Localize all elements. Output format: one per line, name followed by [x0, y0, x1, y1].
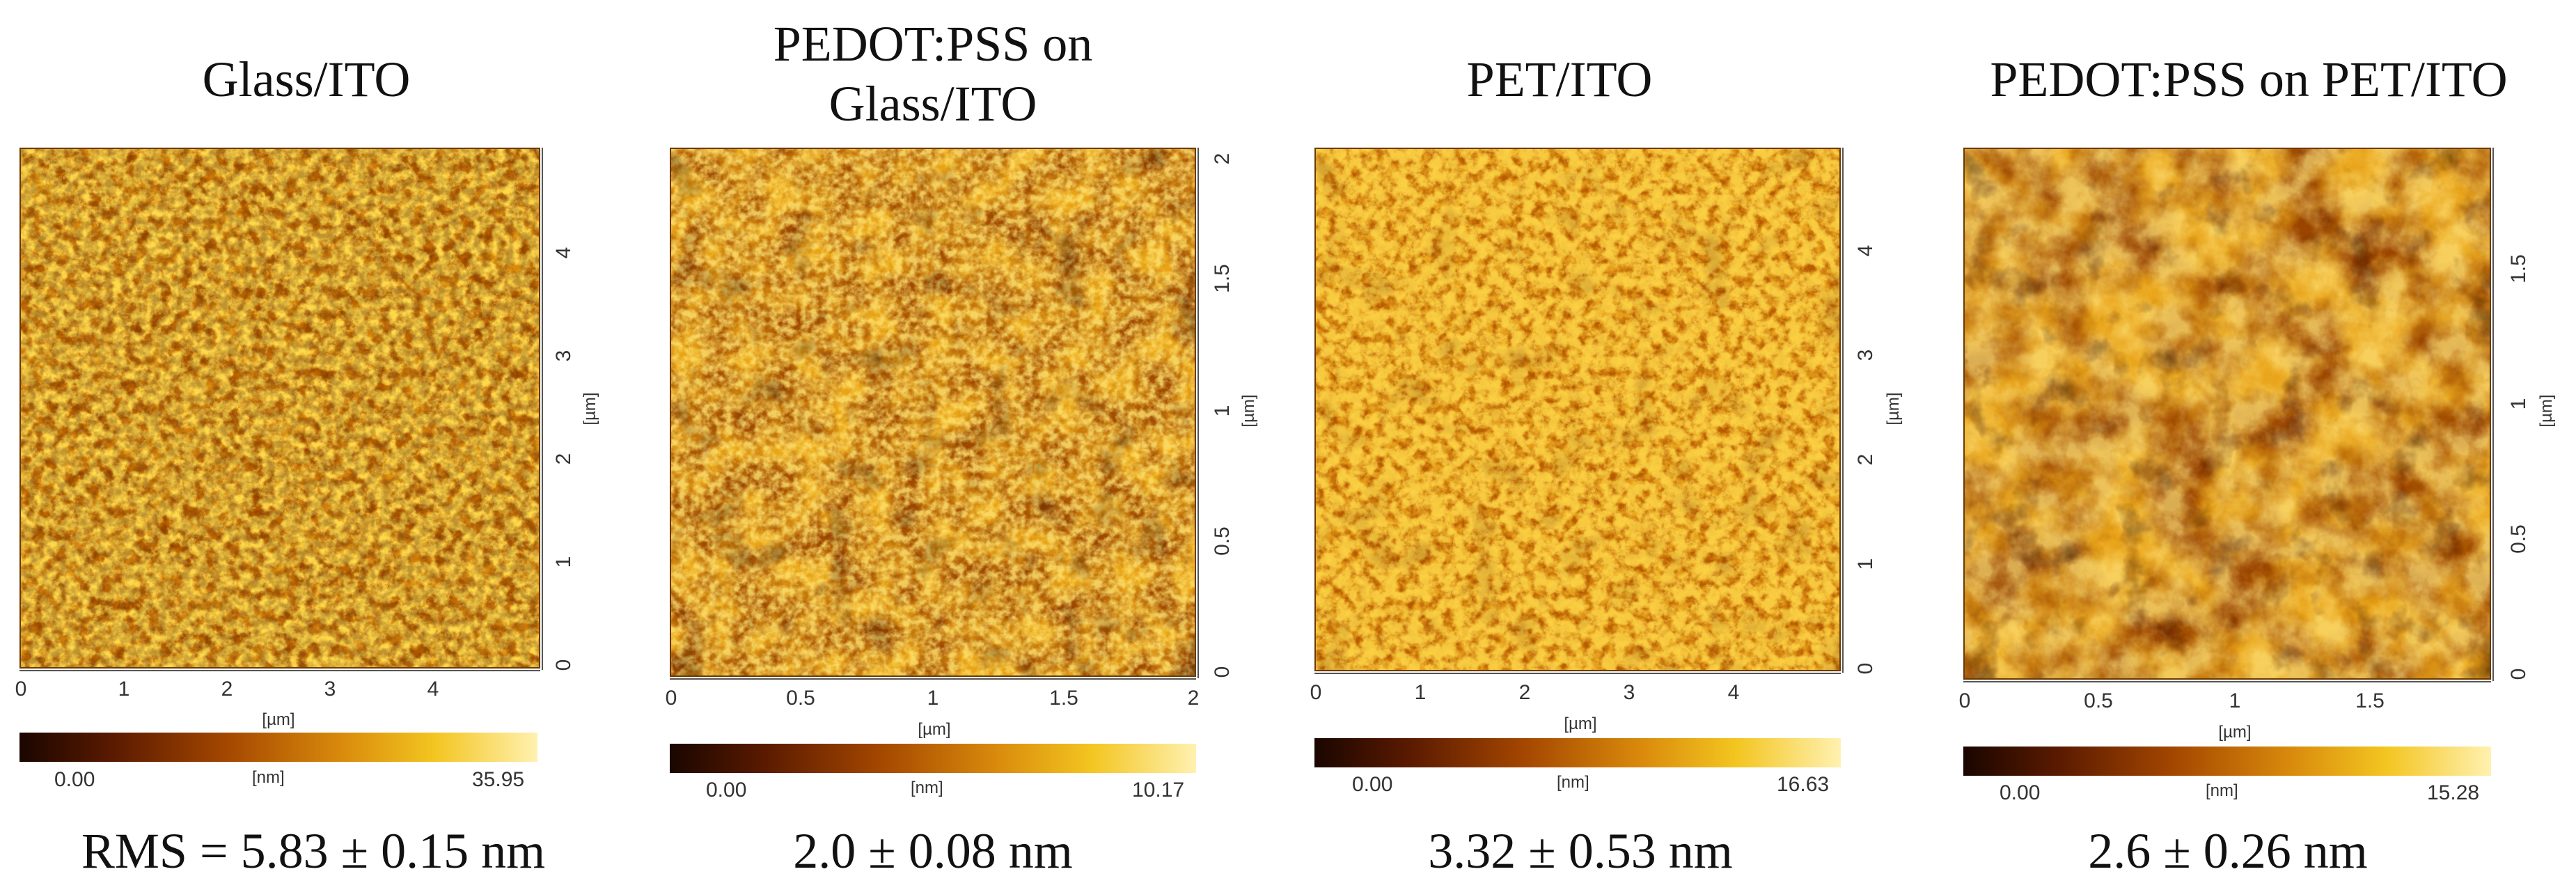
- colorbar-min: 0.00: [2000, 781, 2041, 804]
- x-tick: 1: [1414, 681, 1427, 704]
- x-tick: 0: [665, 687, 677, 710]
- colorbar-unit: [nm]: [2206, 781, 2238, 800]
- y-tick: 1: [2507, 398, 2530, 410]
- y-tick: 4: [1854, 244, 1877, 257]
- x-tick: 4: [427, 678, 439, 701]
- rms-roughness: 2.6 ± 0.26 nm: [2088, 823, 2368, 879]
- y-axis-unit: [µm]: [581, 392, 599, 425]
- x-tick: 0: [1958, 689, 1971, 712]
- colorbar-max: 10.17: [1132, 779, 1185, 802]
- colorbar-min: 0.00: [1352, 773, 1393, 796]
- y-tick: 0: [552, 659, 575, 671]
- panel-title: PEDOT:PSS on PET/ITO: [1990, 52, 2508, 107]
- y-tick: 1: [552, 556, 575, 568]
- x-tick: 1.5: [1049, 687, 1078, 710]
- x-axis-unit: [µm]: [1564, 714, 1597, 733]
- colorbar: [1314, 738, 1841, 767]
- panel-title: PEDOT:PSS on Glass/ITO: [773, 16, 1093, 132]
- y-tick: 1: [1854, 558, 1877, 570]
- y-tick: 3: [552, 350, 575, 362]
- afm-panel-pedot-glass-ito: PEDOT:PSS on Glass/ITO 0 0.5 1 1.5 2 0 0…: [647, 0, 1260, 883]
- y-tick: 0: [1854, 662, 1877, 675]
- x-tick: 0.5: [786, 687, 815, 710]
- x-tick: 2: [1187, 687, 1200, 710]
- afm-topography-image: [19, 148, 540, 669]
- x-tick: 2: [221, 678, 233, 701]
- x-tick: 1: [2229, 689, 2241, 712]
- colorbar-min: 0.00: [706, 779, 747, 802]
- x-tick: 3: [1623, 681, 1635, 704]
- y-tick: 1: [1211, 405, 1234, 417]
- y-tick: 2: [552, 453, 575, 465]
- x-tick: 3: [324, 678, 336, 701]
- afm-topography-image: [1314, 148, 1841, 671]
- afm-panel-pedot-pet-ito: PEDOT:PSS on PET/ITO 0 0.5 1 1.5 0 0.5 1…: [1942, 0, 2569, 883]
- x-axis-unit: [µm]: [262, 710, 295, 729]
- afm-topography-image: [670, 148, 1196, 677]
- panel-title: PET/ITO: [1466, 52, 1653, 107]
- x-tick: 1.5: [2355, 689, 2385, 712]
- y-tick: 0.5: [1211, 526, 1234, 556]
- x-tick: 1: [118, 678, 130, 701]
- y-tick: 1.5: [1211, 264, 1234, 293]
- colorbar-unit: [nm]: [252, 768, 285, 787]
- y-tick: 1.5: [2507, 254, 2530, 283]
- x-tick: 0: [1310, 681, 1322, 704]
- colorbar-max: 15.28: [2427, 781, 2480, 804]
- x-tick: 0: [15, 678, 27, 701]
- y-tick: 2: [1854, 453, 1877, 466]
- colorbar-max: 16.63: [1777, 773, 1830, 796]
- rms-roughness: RMS = 5.83 ± 0.15 nm: [81, 823, 546, 879]
- y-tick: 4: [552, 247, 575, 259]
- y-axis-unit: [µm]: [1239, 394, 1258, 428]
- x-tick: 4: [1727, 681, 1740, 704]
- y-tick: 0: [2507, 668, 2530, 680]
- panel-title: Glass/ITO: [202, 52, 411, 107]
- y-tick: 2: [1211, 153, 1234, 165]
- y-axis-unit: [µm]: [2537, 394, 2556, 428]
- x-tick: 0.5: [2084, 689, 2113, 712]
- afm-panel-glass-ito: Glass/ITO 0 1 2 3 4 0 1 2 3 4 [µm] [µm] …: [0, 0, 613, 883]
- x-axis-unit: [µm]: [918, 720, 951, 739]
- y-tick: 0: [1211, 666, 1234, 678]
- y-axis-unit: [µm]: [1884, 392, 1903, 425]
- y-tick: 3: [1854, 349, 1877, 361]
- colorbar: [670, 744, 1196, 773]
- x-axis-unit: [µm]: [2218, 723, 2252, 742]
- afm-topography-image: [1963, 148, 2491, 680]
- x-tick: 2: [1518, 681, 1531, 704]
- afm-panel-pet-ito: PET/ITO 0 1 2 3 4 0 1 2 3 4 [µm] [µm] 0.…: [1295, 0, 1908, 883]
- colorbar: [1963, 747, 2491, 776]
- x-tick: 1: [927, 687, 939, 710]
- colorbar-unit: [nm]: [911, 779, 943, 797]
- colorbar-min: 0.00: [54, 768, 95, 791]
- colorbar-unit: [nm]: [1557, 773, 1589, 792]
- colorbar: [19, 733, 537, 762]
- rms-roughness: 2.0 ± 0.08 nm: [793, 823, 1073, 879]
- colorbar-max: 35.95: [472, 768, 525, 791]
- rms-roughness: 3.32 ± 0.53 nm: [1428, 823, 1733, 879]
- y-tick: 0.5: [2507, 524, 2530, 554]
